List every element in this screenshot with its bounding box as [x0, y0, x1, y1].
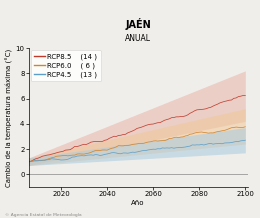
Text: JAÉN: JAÉN — [125, 18, 151, 30]
X-axis label: Año: Año — [131, 200, 145, 206]
Y-axis label: Cambio de la temperatura máxima (°C): Cambio de la temperatura máxima (°C) — [5, 48, 13, 187]
Text: © Agencia Estatal de Meteorología: © Agencia Estatal de Meteorología — [5, 213, 82, 217]
Text: ANUAL: ANUAL — [125, 34, 151, 43]
Legend: RCP8.5    (14 ), RCP6.0    ( 6 ), RCP4.5    (13 ): RCP8.5 (14 ), RCP6.0 ( 6 ), RCP4.5 (13 ) — [31, 50, 101, 82]
